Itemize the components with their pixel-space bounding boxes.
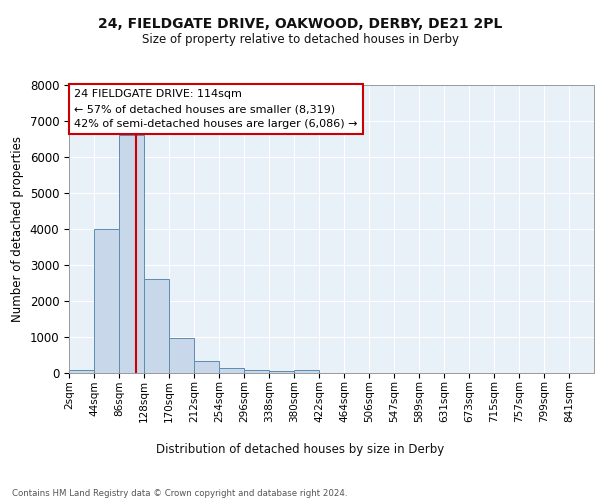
- Text: 24, FIELDGATE DRIVE, OAKWOOD, DERBY, DE21 2PL: 24, FIELDGATE DRIVE, OAKWOOD, DERBY, DE2…: [98, 18, 502, 32]
- Text: Contains HM Land Registry data © Crown copyright and database right 2024.: Contains HM Land Registry data © Crown c…: [12, 488, 347, 498]
- Bar: [119, 136, 144, 372]
- Bar: [94, 229, 119, 372]
- Bar: [269, 370, 294, 372]
- Text: 24 FIELDGATE DRIVE: 114sqm
← 57% of detached houses are smaller (8,319)
42% of s: 24 FIELDGATE DRIVE: 114sqm ← 57% of deta…: [74, 90, 358, 129]
- Bar: [295, 370, 319, 372]
- Bar: [220, 368, 244, 372]
- Y-axis label: Number of detached properties: Number of detached properties: [11, 136, 24, 322]
- Bar: [194, 362, 219, 372]
- Text: Size of property relative to detached houses in Derby: Size of property relative to detached ho…: [142, 32, 458, 46]
- Bar: [244, 370, 269, 372]
- Bar: [69, 370, 94, 372]
- Bar: [169, 338, 194, 372]
- Bar: [144, 279, 169, 372]
- Text: Distribution of detached houses by size in Derby: Distribution of detached houses by size …: [156, 442, 444, 456]
